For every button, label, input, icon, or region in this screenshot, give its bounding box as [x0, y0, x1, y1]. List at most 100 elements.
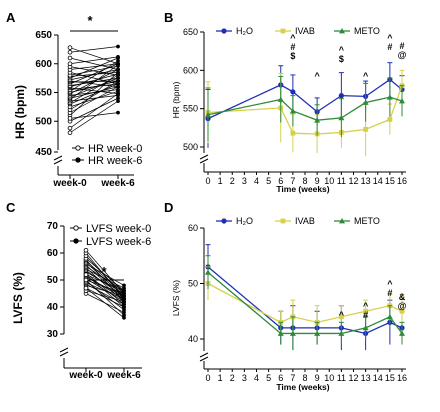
chart-c-xtick-0: week-0 — [68, 370, 103, 381]
chart-b-annotation-5-0: # — [399, 41, 404, 51]
chart-c-pair-line-23 — [85, 258, 125, 292]
chart-a-pair-line-25 — [69, 72, 119, 77]
chart-a-point-week6-27 — [116, 81, 120, 86]
chart-b-legend-marker-2 — [339, 28, 345, 34]
chart-b-legend-marker-1 — [280, 28, 286, 34]
chart-b-series-1-point-5 — [363, 126, 369, 132]
chart-b-series-2-point-3 — [314, 117, 321, 123]
chart-d-annotation-1-1: # — [363, 310, 368, 320]
chart-b-series-2-point-2 — [289, 107, 296, 114]
chart-b-legend-2: METO — [354, 26, 380, 36]
chart-b-ytick-label-2: 600 — [183, 65, 198, 75]
chart-c-point-week6-15 — [122, 286, 126, 290]
chart-d-xtick-label-1: 1 — [218, 373, 223, 383]
chart-b-annotation-2-0: ^ — [339, 45, 345, 55]
chart-d-legend-2: METO — [354, 216, 380, 226]
chart-d-xtick-label-13: 13 — [361, 373, 371, 383]
chart-c: LVFS (%) * week-0 week-6 LVFS week-0 LVF… — [11, 223, 151, 381]
chart-d-series-line-0 — [207, 266, 403, 335]
chart-d-xtick-label-3: 3 — [242, 373, 247, 383]
chart-b-series-line-1 — [207, 85, 403, 135]
chart-b-series-line-2 — [207, 96, 403, 121]
chart-c-axis-break-1 — [59, 347, 69, 353]
chart-d-xtick-label-5: 5 — [266, 373, 271, 383]
chart-b-legend-0: H₂O — [236, 26, 253, 36]
chart-d-xtick-label-4: 4 — [254, 373, 259, 383]
chart-d-series-line-2 — [207, 271, 403, 335]
chart-c-point-week6-19 — [122, 283, 126, 288]
chart-b-legend-marker-0 — [221, 28, 227, 34]
chart-c-pair-line-12 — [85, 272, 125, 305]
chart-c-point-week6-0 — [122, 310, 126, 315]
chart-a-pair-line-5 — [69, 91, 119, 108]
chart-b-annotation-3-0: ^ — [363, 71, 369, 81]
chart-a-point-week6-19 — [116, 76, 120, 81]
chart-a-ytick-label-2: 550 — [35, 88, 52, 99]
chart-c-axis-break-2 — [59, 351, 69, 357]
chart-c-legend-marker-0 — [73, 225, 79, 231]
chart-d-xtick-label-6: 6 — [278, 373, 283, 383]
panel-label-b: B — [164, 10, 173, 25]
chart-b-xtick-label-4: 4 — [254, 176, 259, 186]
chart-b-series-2-point-4 — [338, 114, 345, 121]
chart-d-ytick-label-2: 60 — [188, 223, 198, 233]
chart-c-point-week6-28 — [122, 313, 126, 317]
chart-c-pair-line-16 — [85, 267, 125, 302]
chart-a-pair-line-8 — [69, 95, 119, 102]
chart-c-ytick-label-4: 70 — [47, 221, 59, 232]
chart-a-pair-line-12 — [69, 89, 119, 96]
chart-a-legend-0: HR week-0 — [88, 143, 142, 155]
chart-d-legend-marker-1 — [280, 218, 286, 224]
chart-c-point-week0-27 — [83, 272, 89, 277]
chart-a-point-week6-1 — [116, 96, 120, 101]
chart-b-xtick-label-3: 3 — [242, 176, 247, 186]
chart-b-series-2-point-5 — [362, 99, 369, 105]
chart-c-point-week6-29 — [122, 315, 126, 320]
chart-a-pair-line-32 — [69, 46, 119, 53]
chart-a-xtick-1: week-6 — [100, 178, 135, 189]
chart-a-ytick-label-4: 650 — [35, 30, 52, 41]
chart-c-point-week6-24 — [122, 294, 126, 299]
chart-a-pair-line-15 — [69, 60, 119, 92]
chart-a-axis-break-1 — [53, 155, 63, 161]
chart-a-point-week0-30 — [67, 61, 73, 67]
chart-a-pair-line-6 — [69, 83, 119, 105]
chart-c-point-week6-25 — [122, 297, 126, 301]
chart-b-series-2-point-6 — [386, 94, 393, 100]
chart-a-pair-line-7 — [69, 74, 119, 104]
chart-d-axis-break-1 — [199, 352, 209, 358]
panel-label-c: C — [6, 200, 16, 215]
chart-c-legend-1: LVFS week-6 — [86, 236, 151, 248]
chart-b-xlabel: Time (weeks) — [276, 184, 329, 194]
chart-d-xtick-label-7: 7 — [290, 373, 295, 383]
chart-a-pair-line-3 — [69, 86, 119, 113]
chart-a-pair-line-28 — [69, 63, 119, 70]
chart-a-pair-line-35 — [69, 112, 119, 119]
chart-a-ylabel: HR (bpm) — [13, 85, 27, 139]
chart-b-series-0-point-4 — [338, 93, 344, 99]
chart-c-point-week6-27 — [122, 305, 126, 309]
chart-b-annotation-5-1: @ — [398, 50, 407, 60]
chart-a-point-week0-0 — [67, 125, 73, 131]
chart-c-pair-line-4 — [85, 283, 125, 305]
chart-d-legend-0: H₂O — [236, 216, 253, 226]
chart-b-series-2-point-7 — [399, 98, 405, 104]
chart-c-point-week0-28 — [83, 277, 89, 283]
chart-a-point-week6-15 — [116, 58, 120, 63]
chart-d-xtick-label-15: 15 — [385, 373, 395, 383]
chart-a-pair-line-17 — [69, 87, 119, 94]
chart-b-xtick-label-13: 13 — [361, 176, 371, 186]
chart-d-series-2-point-5 — [362, 324, 369, 331]
chart-c-point-week0-29 — [83, 285, 89, 291]
chart-a-pair-line-33 — [69, 47, 119, 65]
chart-a-pair-line-34 — [69, 100, 119, 134]
chart-d-legend-1: IVAB — [295, 216, 315, 226]
chart-c-ytick-label-2: 50 — [47, 275, 59, 286]
chart-d-annotation-1-0: ^ — [363, 301, 369, 311]
chart-a-pair-line-31 — [69, 57, 119, 70]
chart-a-legend-marker-0 — [75, 145, 81, 151]
chart-c-pair-line-8 — [85, 278, 125, 302]
chart-d-series-line-1 — [207, 282, 403, 324]
chart-d-xtick-label-10: 10 — [324, 373, 334, 383]
chart-b-xtick-label-11: 11 — [337, 176, 346, 186]
